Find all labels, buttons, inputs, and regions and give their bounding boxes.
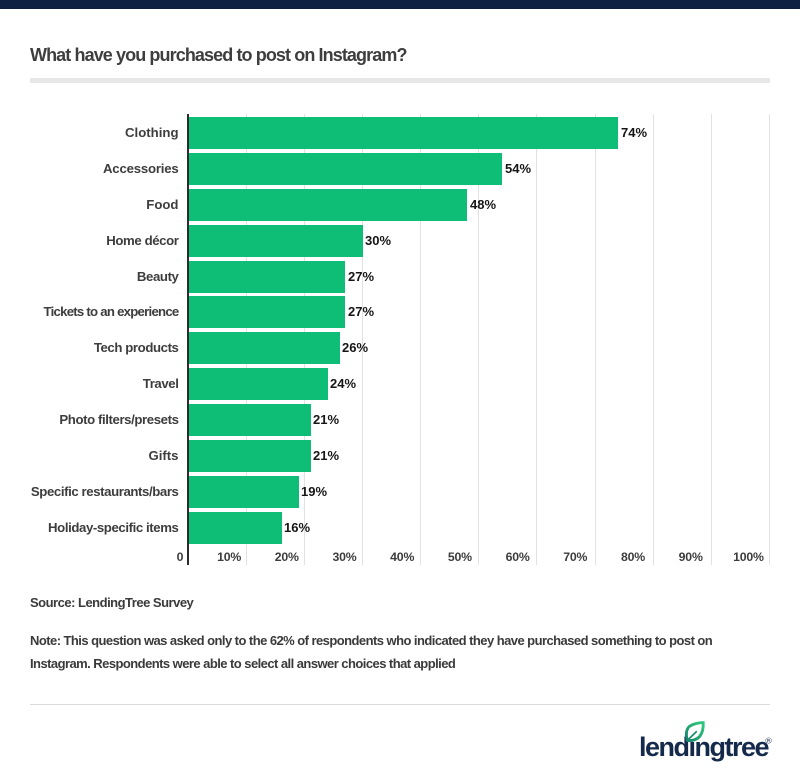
svg-text:®: ® [765, 735, 772, 745]
svg-text:lendıngtree: lendıngtree [639, 732, 770, 762]
